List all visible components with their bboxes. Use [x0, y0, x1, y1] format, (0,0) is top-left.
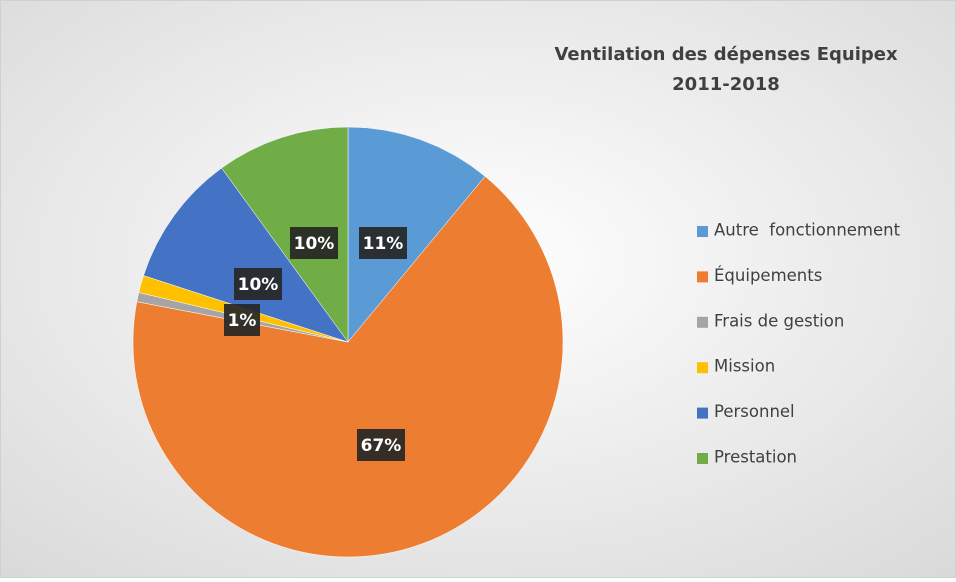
data-label-box	[224, 304, 260, 336]
legend-swatch	[697, 362, 708, 374]
data-label-box	[357, 429, 405, 461]
legend-swatch	[697, 453, 708, 464]
data-label: 1%	[228, 311, 257, 331]
pie-slice	[221, 126, 349, 343]
legend-swatch	[697, 271, 708, 283]
legend-label: Frais de gestion	[714, 311, 844, 330]
data-label: 11%	[363, 234, 404, 254]
legend-swatch	[697, 407, 708, 419]
legend-label: Prestation	[714, 448, 797, 467]
data-label: 10%	[238, 275, 279, 295]
legend-label: Mission	[714, 357, 775, 376]
legend-label: Autre fonctionnement	[714, 221, 901, 240]
data-label-box	[359, 227, 407, 259]
chart-title: Ventilation des dépenses Equipex 2011-201…	[554, 44, 898, 95]
legend-label: Équipements	[714, 266, 822, 285]
data-label-box	[290, 227, 338, 259]
pie-slice	[347, 126, 486, 343]
data-label: 10%	[294, 234, 335, 254]
data-label-box	[234, 268, 282, 300]
pie-slice	[143, 167, 349, 343]
legend-swatch	[697, 316, 708, 328]
legend-swatch	[697, 226, 708, 237]
legend-label: Personnel	[714, 402, 795, 421]
data-label: 67%	[361, 436, 402, 456]
pie-slice	[132, 175, 564, 558]
